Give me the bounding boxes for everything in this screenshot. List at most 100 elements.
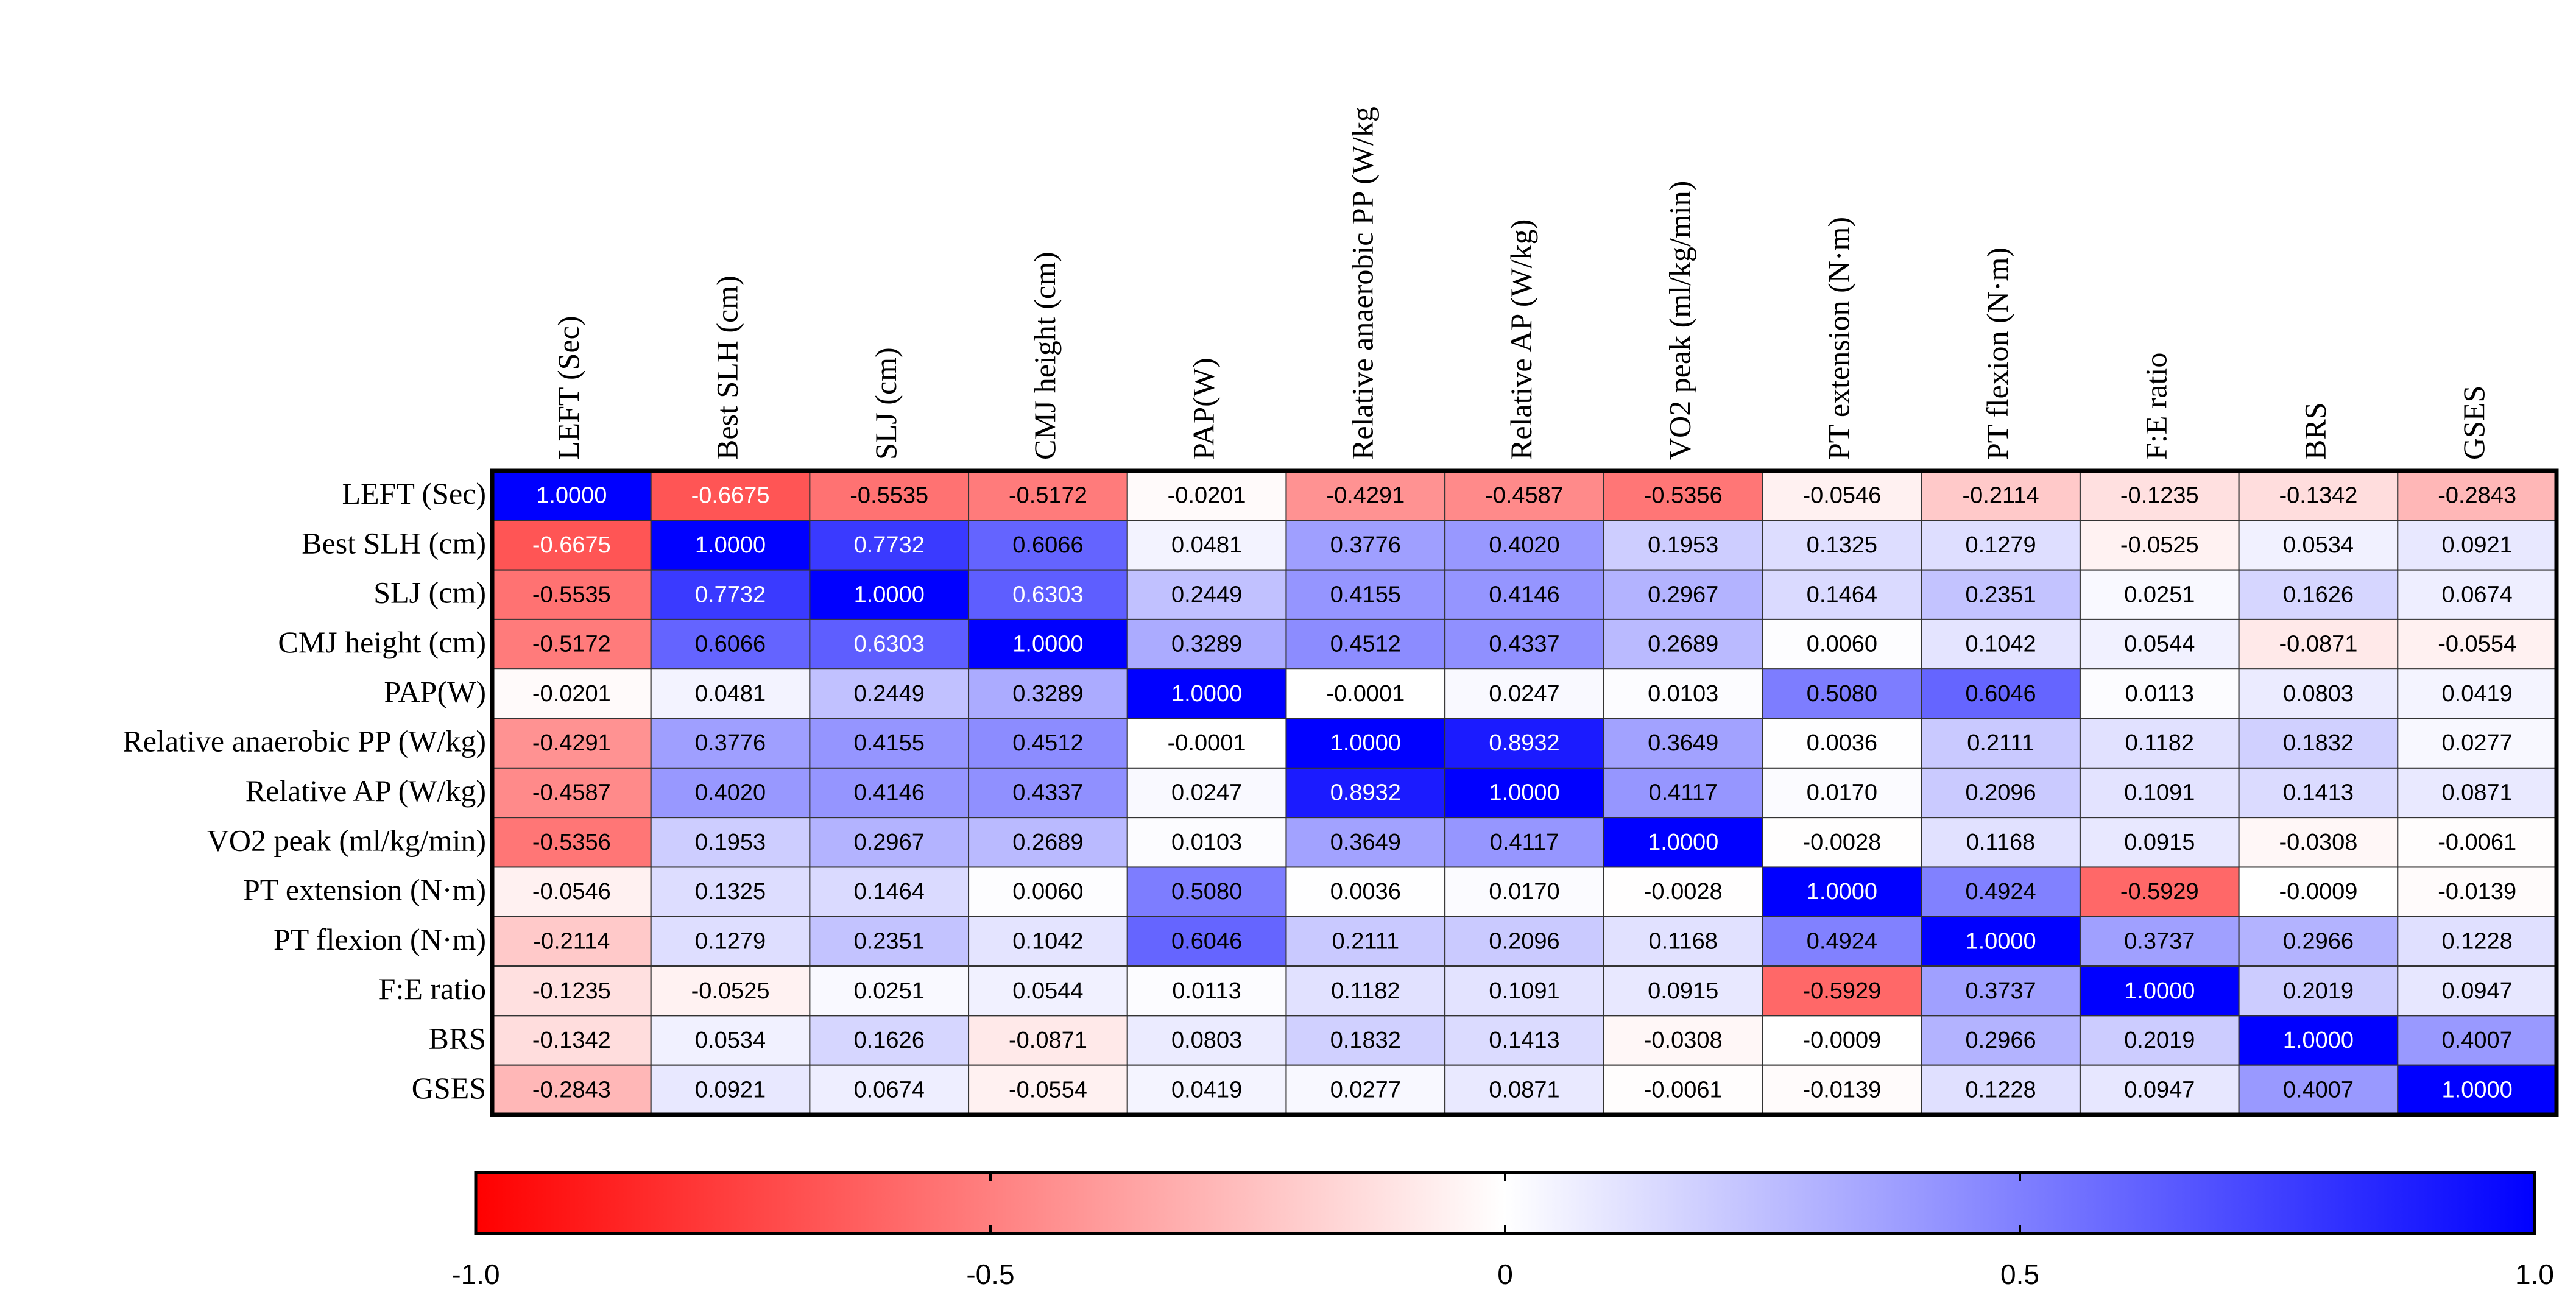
cell-label: 0.0247 <box>1171 780 1242 806</box>
heatmap-cell <box>809 866 970 917</box>
cell-label: 1.0000 <box>1965 928 2036 954</box>
colorbar-tick-label: 0 <box>1497 1258 1513 1290</box>
heatmap-cell <box>968 1015 1128 1066</box>
cell-label: 0.3289 <box>1012 681 1083 707</box>
cell-label: -0.0308 <box>2279 830 2358 855</box>
heatmap-cell <box>968 668 1128 719</box>
cell-label: 0.0803 <box>1171 1028 1242 1053</box>
cell-label: 0.6303 <box>854 632 925 657</box>
x-tick-label: VO2 peak (ml/kg/min) <box>1663 181 1697 460</box>
heatmap-cell <box>492 618 652 670</box>
cell-label: 0.0103 <box>1648 681 1718 707</box>
heatmap-cell <box>1762 916 1922 967</box>
cell-label: 0.4020 <box>695 780 766 806</box>
heatmap-cell <box>809 916 970 967</box>
cell-label: 0.4020 <box>1489 532 1559 558</box>
heatmap-cell <box>2079 618 2240 670</box>
heatmap-cell <box>650 668 811 719</box>
heatmap-cell <box>1126 965 1287 1017</box>
y-tick-label: VO2 peak (ml/kg/min) <box>207 823 486 857</box>
x-tick-label: F:E ratio <box>2139 353 2173 460</box>
heatmap-cell <box>1603 1064 1763 1115</box>
x-tick-label: Relative AP (W/kg) <box>1504 219 1538 460</box>
cell-label: -0.0546 <box>532 879 611 905</box>
cell-label: 0.1091 <box>2124 780 2195 806</box>
heatmap-cell <box>1126 767 1287 819</box>
y-tick-label: BRS <box>428 1022 486 1056</box>
heatmap-cell <box>1285 470 1446 521</box>
heatmap-cell <box>1762 520 1922 571</box>
cell-label: 0.7732 <box>854 532 925 558</box>
colorbar-tick-label: 0.5 <box>2000 1258 2039 1290</box>
cell-label: -0.2843 <box>532 1077 611 1103</box>
heatmap-cell <box>1285 866 1446 917</box>
heatmap-cell <box>2397 965 2557 1017</box>
cell-label: 0.1953 <box>695 830 766 855</box>
cell-label: -0.5535 <box>850 483 928 509</box>
cell-label: 0.1228 <box>2442 928 2513 954</box>
heatmap-cell <box>2238 1064 2399 1115</box>
cell-label: 0.4007 <box>2442 1028 2513 1053</box>
cell-label: -0.0554 <box>2438 632 2516 657</box>
cell-label: 0.0277 <box>2442 730 2513 756</box>
cell-label: 0.0947 <box>2124 1077 2195 1103</box>
heatmap-cell <box>492 1064 652 1115</box>
cell-label: 1.0000 <box>1012 632 1083 657</box>
x-tick-label: SLJ (cm) <box>869 347 903 460</box>
cell-label: 0.0036 <box>1807 730 1877 756</box>
cell-label: 0.1182 <box>1331 978 1400 1004</box>
heatmap-cell <box>492 767 652 819</box>
cell-label: 0.2966 <box>2283 928 2354 954</box>
cell-label: -0.6675 <box>691 483 770 509</box>
heatmap-cell <box>1285 916 1446 967</box>
cell-label: -0.2114 <box>1963 483 2039 509</box>
heatmap-cell <box>968 767 1128 819</box>
heatmap-cell <box>968 817 1128 868</box>
cell-label: -0.0525 <box>2120 532 2199 558</box>
y-tick-label: Best SLH (cm) <box>302 526 486 560</box>
cell-label: 0.0251 <box>854 978 925 1004</box>
cell-label: 0.0251 <box>2124 582 2195 607</box>
heatmap-cell <box>650 718 811 769</box>
heatmap-cell <box>1921 767 2081 819</box>
heatmap-cell <box>809 668 970 719</box>
cell-label: 1.0000 <box>1489 780 1559 806</box>
cell-label: 0.1279 <box>1965 532 2036 558</box>
cell-label: 0.1228 <box>1965 1077 2036 1103</box>
cell-label: 0.6046 <box>1965 681 2036 707</box>
heatmap-cell <box>809 618 970 670</box>
heatmap-cell <box>650 470 811 521</box>
cell-label: 0.1325 <box>1807 532 1877 558</box>
cell-label: 0.2096 <box>1965 780 2036 806</box>
cell-label: -0.0139 <box>2438 879 2516 905</box>
heatmap-cell <box>1285 1064 1446 1115</box>
cell-label: 0.6066 <box>695 632 766 657</box>
cell-label: 0.2019 <box>2283 978 2354 1004</box>
cell-label: 0.3289 <box>1171 632 1242 657</box>
colorbar-tick-label: -0.5 <box>966 1258 1014 1290</box>
heatmap-cell <box>1603 718 1763 769</box>
heatmap-cell <box>1444 916 1604 967</box>
heatmap-cell <box>1285 767 1446 819</box>
heatmap-cell <box>968 916 1128 967</box>
cell-label: 0.2689 <box>1648 632 1718 657</box>
cell-label: 0.4924 <box>1807 928 1877 954</box>
cell-label: 1.0000 <box>1648 830 1718 855</box>
cell-label: 1.0000 <box>1330 730 1401 756</box>
cell-label: -0.4587 <box>1485 483 1564 509</box>
cell-label: 0.3776 <box>1330 532 1401 558</box>
heatmap-cell <box>2397 817 2557 868</box>
cell-label: 0.0170 <box>1807 780 1877 806</box>
cell-label: 0.1413 <box>1489 1028 1559 1053</box>
y-tick-label: LEFT (Sec) <box>342 476 486 510</box>
cell-label: 0.1464 <box>1807 582 1877 607</box>
cell-label: 0.4512 <box>1012 730 1083 756</box>
heatmap-cell <box>1444 817 1604 868</box>
heatmap-cell <box>2079 718 2240 769</box>
heatmap-cell <box>1762 618 1922 670</box>
heatmap-cell <box>1285 1015 1446 1066</box>
heatmap-cell <box>1444 718 1604 769</box>
cell-label: -0.4587 <box>532 780 611 806</box>
cell-label: 0.4155 <box>854 730 925 756</box>
